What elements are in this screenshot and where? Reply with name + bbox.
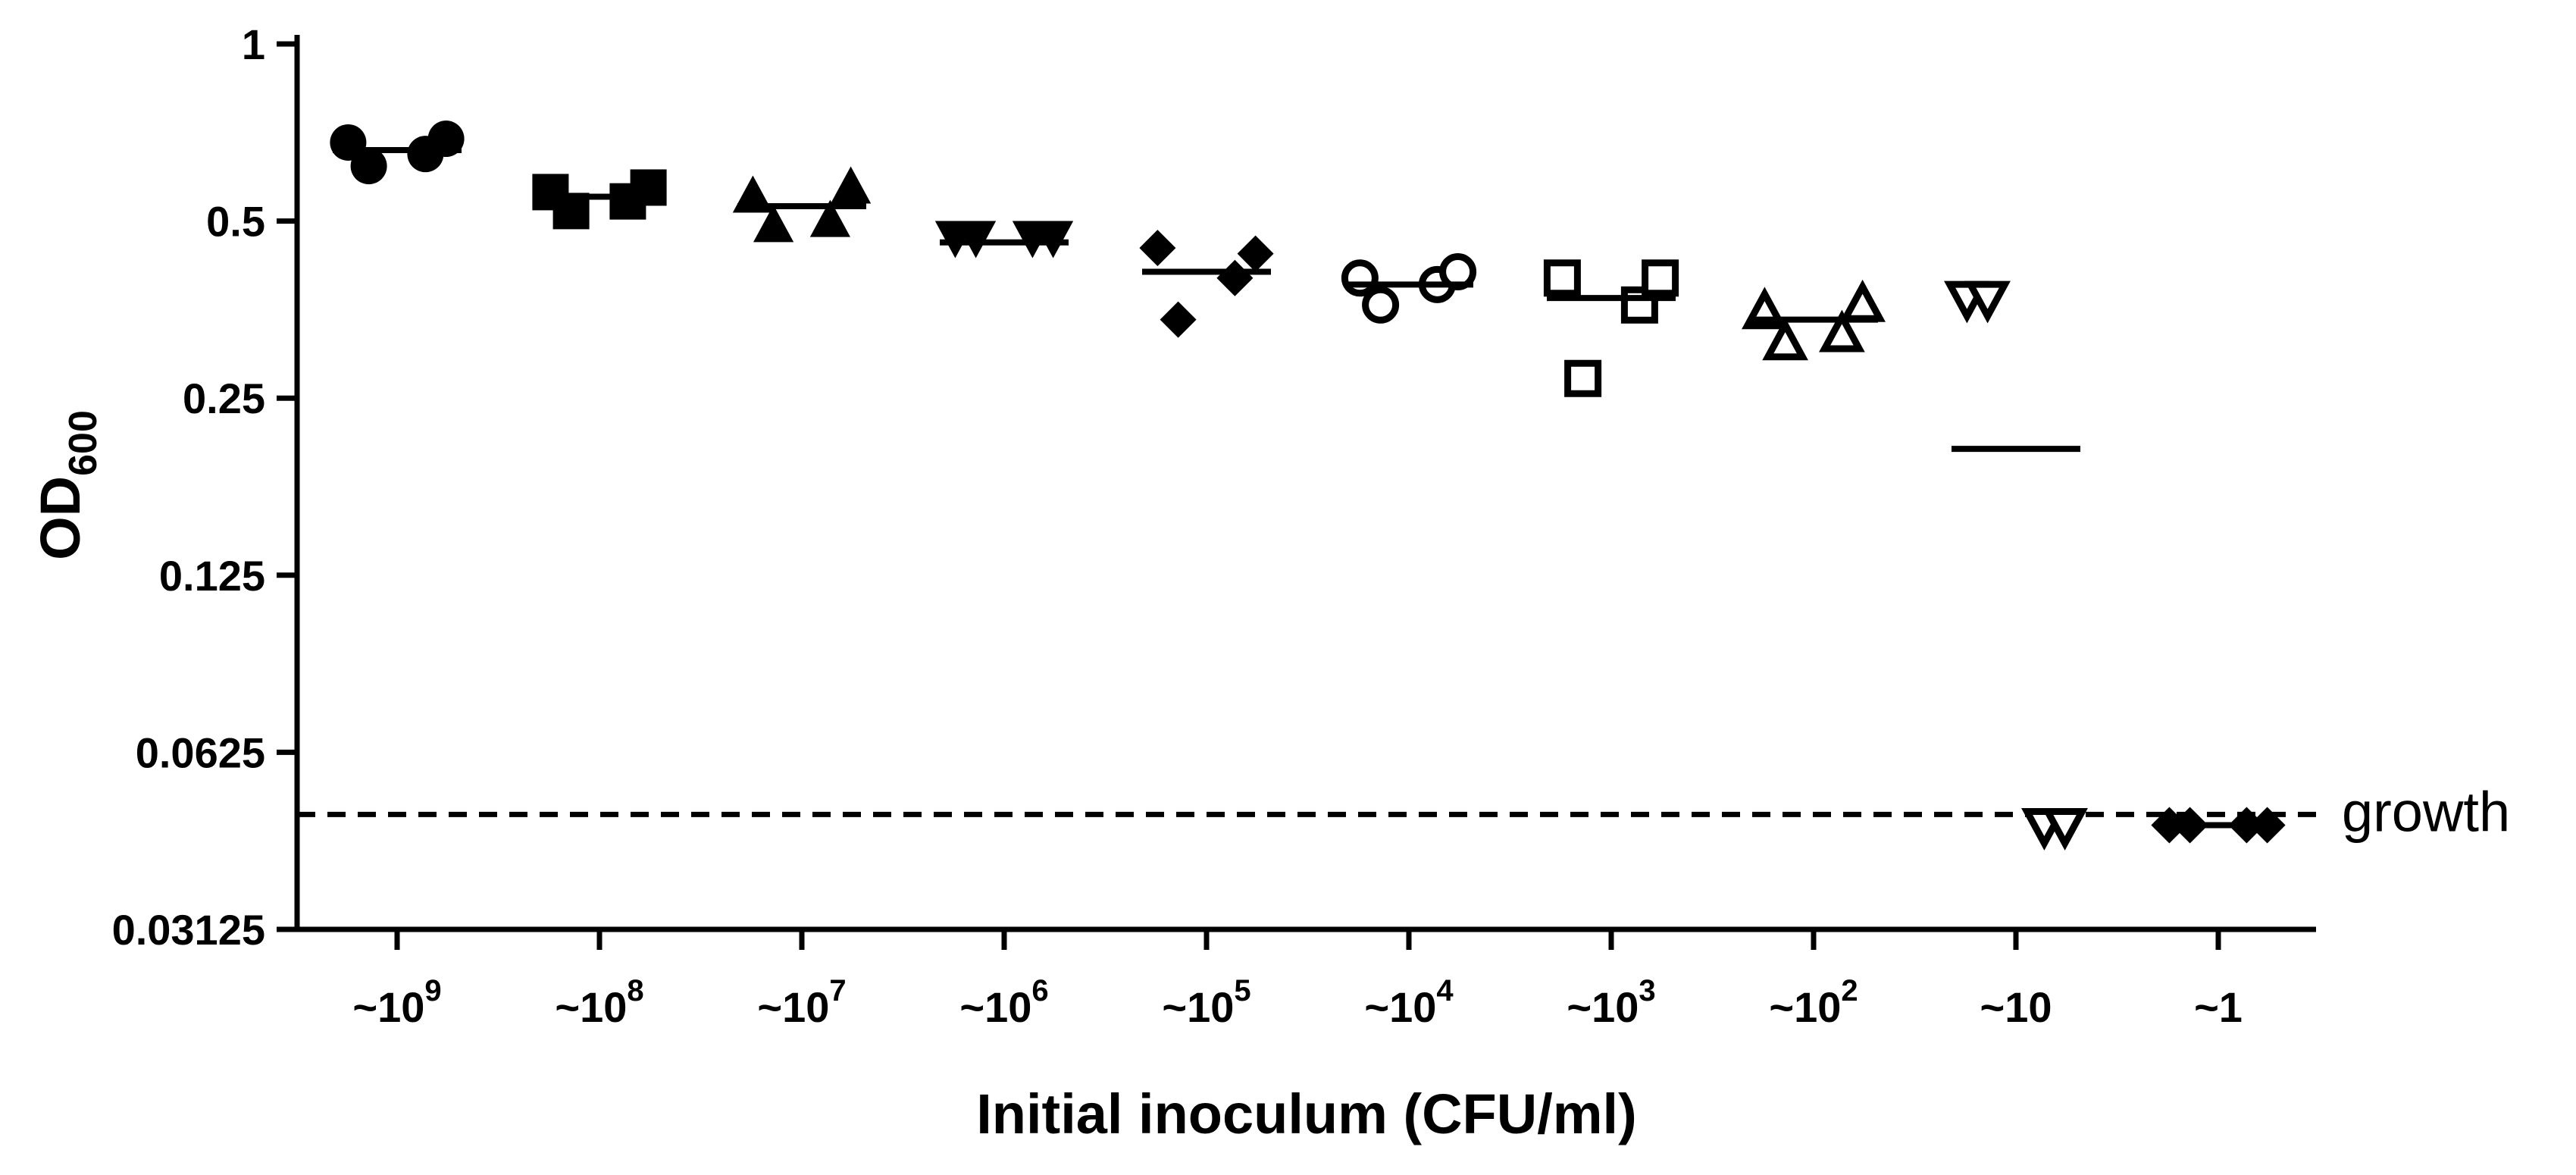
threshold: growth xyxy=(297,780,2510,843)
x-tick-label: ~106 xyxy=(959,974,1048,1031)
x-tick-label-base: ~10 xyxy=(959,983,1031,1031)
x-tick-label-base: ~1 xyxy=(2194,983,2243,1031)
x-tick-label: ~105 xyxy=(1162,974,1250,1031)
x-tick-label: ~102 xyxy=(1769,974,1858,1031)
x-axis-title: Initial inoculum (CFU/ml) xyxy=(976,1083,1637,1145)
data-point-circle-filled xyxy=(350,148,387,185)
y-ticks: 1 0.5 0.25 0.125 0.0625 0.03125 xyxy=(112,20,297,954)
y-tick-label: 0.125 xyxy=(159,552,265,600)
data-point-circle-open xyxy=(1341,259,1379,297)
data-point-square-filled xyxy=(630,169,667,206)
x-tick-label-base: ~10 xyxy=(1162,983,1234,1031)
x-tick-label-exponent: 8 xyxy=(627,974,643,1007)
mean-lines xyxy=(333,147,2283,829)
data-point-triangle-up-filled xyxy=(753,205,794,243)
data-points xyxy=(330,121,2286,851)
x-tick-label-base: ~10 xyxy=(1364,983,1436,1031)
data-point-diamond-filled xyxy=(1160,301,1197,338)
x-tick-label: ~103 xyxy=(1567,974,1655,1031)
x-tick-label-exponent: 4 xyxy=(1436,974,1454,1007)
y-tick-label: 0.5 xyxy=(206,198,265,246)
x-tick-label-base: ~10 xyxy=(1567,983,1639,1031)
growth-threshold-label: growth xyxy=(2342,780,2510,843)
x-tick-label: ~104 xyxy=(1364,974,1454,1031)
data-point-diamond-filled xyxy=(1139,230,1176,267)
data-point-triangle-up-open xyxy=(1839,279,1886,322)
data-point-triangle-up-filled xyxy=(831,166,872,204)
data-point-triangle-up-filled xyxy=(809,199,850,237)
x-ticks: ~109 ~108 ~107 ~106 ~105 ~104 ~103 ~102 ~10 ~1 xyxy=(352,929,2243,1031)
y-tick-label: 0.03125 xyxy=(112,906,265,954)
data-point-triangle-down-open xyxy=(1964,280,2011,324)
x-tick-label: ~109 xyxy=(352,974,441,1031)
axes xyxy=(294,35,2316,932)
x-tick-label-exponent: 3 xyxy=(1639,974,1655,1007)
y-tick-label: 1 xyxy=(242,20,265,68)
x-tick-label-exponent: 5 xyxy=(1234,974,1250,1007)
y-tick-label: 0.25 xyxy=(183,374,265,422)
x-tick-label: ~1 xyxy=(2194,983,2243,1031)
x-tick-label-base: ~10 xyxy=(555,983,627,1031)
x-tick-label-base: ~10 xyxy=(352,983,424,1031)
data-point-triangle-up-open xyxy=(1762,318,1808,361)
y-axis-title: OD600 xyxy=(29,410,105,560)
x-tick-label-exponent: 2 xyxy=(1841,974,1858,1007)
x-tick-label-base: ~10 xyxy=(1980,983,2052,1031)
data-point-triangle-down-open xyxy=(2042,807,2088,851)
x-tick-label-exponent: 6 xyxy=(1031,974,1048,1007)
data-point-square-open xyxy=(1543,259,1581,297)
x-tick-label: ~10 xyxy=(1980,983,2052,1031)
data-point-diamond-filled xyxy=(1237,235,1274,272)
y-axis-title-subscript: 600 xyxy=(61,410,105,476)
x-tick-label: ~108 xyxy=(555,974,643,1031)
data-point-circle-open xyxy=(1362,286,1400,324)
x-tick-label-base: ~10 xyxy=(1769,983,1841,1031)
x-tick-label-exponent: 9 xyxy=(424,974,441,1007)
x-tick-label: ~107 xyxy=(757,974,846,1031)
y-tick-label: 0.0625 xyxy=(136,728,265,776)
data-point-diamond-filled xyxy=(1216,259,1254,296)
data-point-triangle-up-open xyxy=(1819,309,1865,352)
x-tick-label-exponent: 7 xyxy=(829,974,846,1007)
data-point-square-open xyxy=(1564,359,1602,397)
y-axis-title-main: OD xyxy=(29,476,92,560)
data-point-square-open xyxy=(1642,259,1679,297)
x-tick-label-base: ~10 xyxy=(757,983,829,1031)
